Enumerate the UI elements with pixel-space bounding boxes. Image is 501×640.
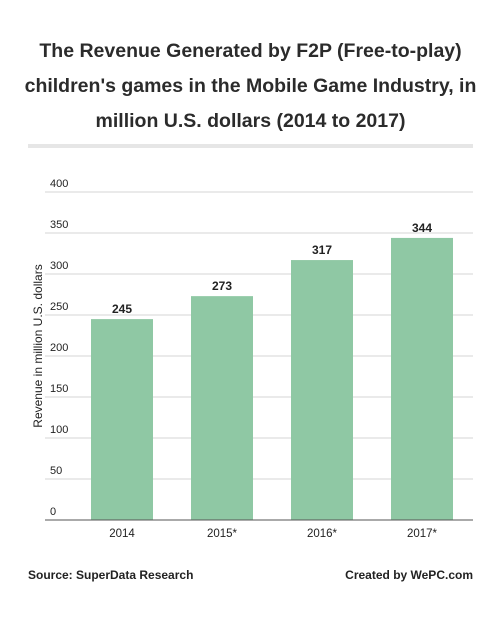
y-tick-label: 0 (50, 506, 56, 518)
bar (291, 260, 353, 520)
y-tick-label: 100 (50, 424, 68, 436)
bar (91, 319, 153, 520)
y-tick-label: 300 (50, 260, 68, 272)
x-tick-labels: 2014 2015* 2016* 2017* (109, 528, 437, 540)
data-labels: 245 273 317 344 (112, 221, 432, 316)
bar (191, 296, 253, 520)
bar-chart: 245 273 317 344 0 50 100 150 200 250 300 350 400 20… (31, 178, 473, 540)
y-tick-label: 200 (50, 342, 68, 354)
y-tick-label: 250 (50, 301, 68, 313)
y-axis-label: Revenue in million U.S. dollars (31, 264, 45, 427)
y-tick-label: 150 (50, 383, 68, 395)
x-tick-label: 2014 (109, 528, 135, 540)
data-label: 245 (112, 302, 132, 316)
y-tick-label: 50 (50, 465, 62, 477)
y-tick-label: 350 (50, 219, 68, 231)
x-tick-label: 2017* (407, 528, 438, 540)
x-tick-label: 2015* (207, 528, 238, 540)
x-tick-label: 2016* (307, 528, 338, 540)
credit-note: Created by WePC.com (345, 568, 473, 582)
title-divider (28, 144, 473, 148)
data-label: 344 (412, 221, 432, 235)
y-tick-labels: 0 50 100 150 200 250 300 350 400 (50, 178, 68, 518)
source-note: Source: SuperData Research (28, 568, 194, 582)
bar (391, 237, 453, 521)
y-tick-label: 400 (50, 178, 68, 190)
data-label: 317 (312, 243, 332, 257)
data-label: 273 (212, 279, 232, 293)
chart-title: The Revenue Generated by F2P (Free-to-pl… (24, 40, 477, 132)
bars (91, 237, 453, 521)
